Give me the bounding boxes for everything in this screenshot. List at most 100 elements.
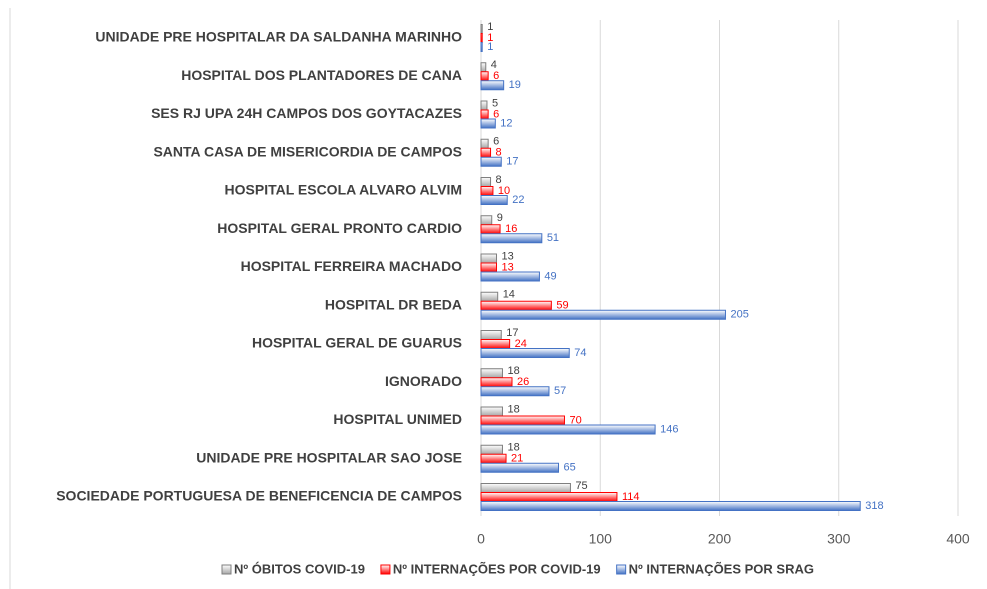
bar <box>480 271 540 282</box>
bar <box>480 492 618 502</box>
value-label: 12 <box>500 117 512 129</box>
value-label: 13 <box>502 261 514 273</box>
bar <box>480 33 483 43</box>
category-label: UNIDADE PRE HOSPITALAR DA SALDANHA MARIN… <box>95 29 462 45</box>
bar <box>480 233 543 244</box>
bar <box>480 24 483 34</box>
bar <box>480 42 483 52</box>
value-label: 18 <box>507 442 519 454</box>
legend-swatch <box>380 564 391 575</box>
category-label: HOSPITAL DOS PLANTADORES DE CANA <box>181 67 462 83</box>
value-label: 1 <box>487 32 493 44</box>
x-tick-label: 300 <box>827 531 851 547</box>
bar <box>480 215 493 226</box>
value-label: 57 <box>554 385 566 397</box>
value-label: 18 <box>507 403 519 415</box>
value-label: 1 <box>487 41 493 53</box>
bar <box>480 348 570 358</box>
value-label: 17 <box>506 156 518 168</box>
bar <box>480 415 565 426</box>
value-label: 75 <box>575 480 587 492</box>
bar <box>480 444 503 455</box>
bar <box>480 253 498 264</box>
value-label: 205 <box>730 309 748 321</box>
x-tick-label: 0 <box>477 531 485 547</box>
value-label: 49 <box>544 270 556 282</box>
value-label: 19 <box>509 79 521 91</box>
legend-label: Nº ÓBITOS COVID-19 <box>234 561 365 576</box>
bar <box>480 195 508 205</box>
category-label: HOSPITAL DR BEDA <box>325 296 462 312</box>
legend-swatch <box>616 564 627 575</box>
value-label: 24 <box>515 338 527 350</box>
value-label: 26 <box>517 376 529 388</box>
value-label: 70 <box>569 414 581 426</box>
bar <box>480 386 550 397</box>
value-label: 1 <box>487 21 493 33</box>
bar <box>480 100 488 111</box>
bar <box>480 186 494 196</box>
category-label: HOSPITAL GERAL PRONTO CARDIO <box>217 220 462 236</box>
value-label: 17 <box>506 327 518 339</box>
bar <box>480 138 489 149</box>
value-label: 22 <box>512 194 524 206</box>
value-label: 13 <box>502 250 514 262</box>
value-label: 14 <box>503 289 515 301</box>
bar <box>480 406 503 417</box>
bar <box>480 330 502 340</box>
value-label: 74 <box>574 347 586 359</box>
value-label: 10 <box>498 185 510 197</box>
value-label: 51 <box>547 232 559 244</box>
category-label: HOSPITAL GERAL DE GUARUS <box>252 335 462 351</box>
x-tick-label: 100 <box>589 531 613 547</box>
value-label: 8 <box>496 174 502 186</box>
value-label: 8 <box>496 147 502 159</box>
bar <box>480 453 507 464</box>
value-label: 59 <box>556 300 568 312</box>
value-label: 4 <box>491 59 497 71</box>
bar <box>480 109 489 120</box>
value-label: 21 <box>511 453 523 465</box>
bar <box>480 62 487 73</box>
bar <box>480 309 726 320</box>
value-label: 5 <box>492 97 498 109</box>
bar <box>480 71 489 82</box>
value-label: 146 <box>660 423 678 435</box>
bar <box>480 224 501 235</box>
bar <box>480 424 656 435</box>
bar <box>480 262 498 273</box>
category-label: HOSPITAL UNIMED <box>333 411 462 427</box>
bar <box>480 118 496 129</box>
value-label: 65 <box>564 462 576 474</box>
value-label: 18 <box>507 365 519 377</box>
category-label: SES RJ UPA 24H CAMPOS DOS GOYTACAZES <box>151 105 462 121</box>
x-tick-label: 400 <box>946 531 970 547</box>
value-label: 6 <box>493 136 499 148</box>
value-label: 318 <box>865 500 883 512</box>
value-label: 114 <box>622 491 640 503</box>
category-label: SANTA CASA DE MISERICORDIA DE CAMPOS <box>153 143 462 159</box>
bar <box>480 291 499 302</box>
bar <box>480 156 502 167</box>
category-label: HOSPITAL FERREIRA MACHADO <box>241 258 463 274</box>
category-label: IGNORADO <box>385 373 462 389</box>
category-label: SOCIEDADE PORTUGUESA DE BENEFICENCIA DE … <box>56 488 462 504</box>
bar <box>480 483 571 493</box>
value-label: 6 <box>493 108 499 120</box>
category-label: HOSPITAL ESCOLA ALVARO ALVIM <box>225 182 462 198</box>
legend-label: Nº INTERNAÇÕES POR SRAG <box>629 561 814 576</box>
x-tick-label: 200 <box>708 531 732 547</box>
value-label: 16 <box>505 223 517 235</box>
bar <box>480 462 560 473</box>
bar <box>480 368 503 379</box>
legend-swatch <box>221 564 232 575</box>
bar <box>480 377 513 388</box>
bar <box>480 300 552 311</box>
value-label: 9 <box>497 212 503 224</box>
category-label: UNIDADE PRE HOSPITALAR SAO JOSE <box>196 449 462 465</box>
bar <box>480 177 492 187</box>
bar <box>480 80 505 91</box>
bar <box>480 501 861 511</box>
bar <box>480 339 511 349</box>
bar <box>480 147 492 158</box>
